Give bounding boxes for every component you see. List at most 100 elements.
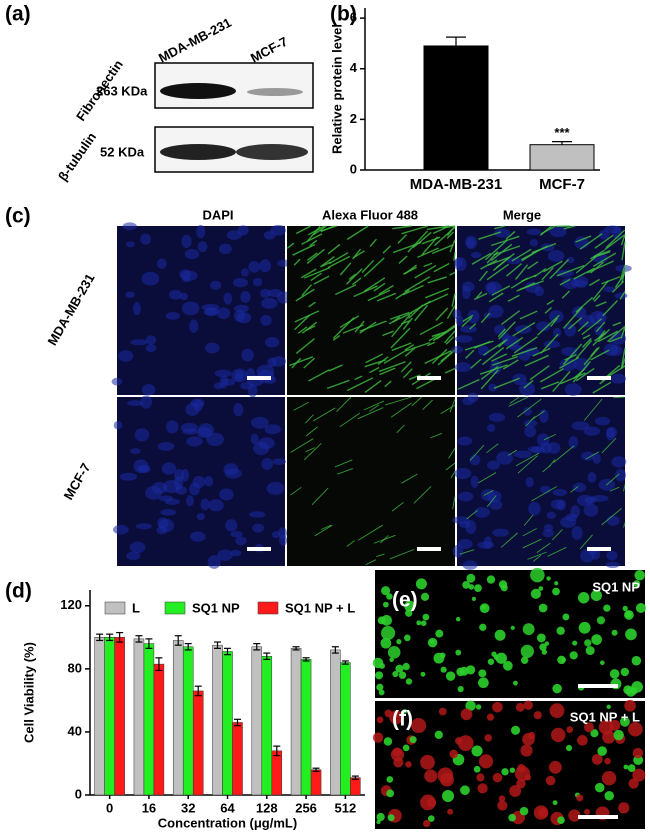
fiber [592,381,612,394]
nucleus [126,400,144,407]
nucleus [240,268,249,277]
cell [633,580,641,588]
fiber [575,235,592,243]
fiber [507,294,520,302]
fiber [512,321,536,337]
bar [192,690,204,796]
bar [261,655,273,796]
fiber [422,399,433,411]
cell [596,616,606,625]
nucleus [610,373,627,384]
cell [378,689,385,696]
cell [479,603,490,614]
fiber [389,311,410,320]
cell [494,629,506,641]
fiber [614,272,626,288]
cell [594,782,605,793]
fiber [601,437,617,454]
nucleus [125,291,135,299]
cell [625,628,637,641]
nucleus [252,277,263,287]
y-tick-label: 4 [350,60,358,75]
bar [271,750,283,796]
fiber [486,495,497,507]
nucleus [247,383,258,398]
bar [143,643,155,796]
fiber [369,404,380,412]
nucleus [576,494,594,507]
nucleus [462,285,471,299]
fiber [466,509,478,520]
fiber [465,349,475,359]
legend-swatch [257,601,279,615]
fiber [575,339,593,359]
fiber [519,310,538,320]
fiber [286,242,295,249]
fiber [295,225,312,235]
cell [460,785,470,796]
cell [566,726,574,733]
cell [375,671,384,680]
fiber [392,225,412,230]
nucleus [165,420,179,434]
fiber [527,551,547,560]
cell [584,639,592,647]
nucleus [175,486,187,495]
cell [557,655,566,665]
fiber [492,257,510,272]
cell [376,812,385,822]
cell [420,794,436,811]
cell [382,601,389,608]
nucleus [230,549,242,557]
cell [478,669,487,678]
fiber [294,314,311,331]
fiber [414,304,429,322]
cell [569,651,578,660]
fiber [328,364,343,372]
cell [411,718,427,734]
fiber [312,407,336,422]
nucleus [156,258,167,269]
nucleus [260,297,278,309]
nucleus [615,468,626,482]
nucleus [207,555,221,569]
fiber [321,524,332,530]
nucleus [264,337,280,348]
fiber [290,486,302,496]
fiber [352,248,362,260]
fiber [305,414,314,424]
nucleus [248,261,261,273]
fiber [539,225,552,237]
fiber [294,310,320,323]
cell [538,807,549,818]
fiber [546,299,555,306]
y-tick-label: 80 [68,660,82,675]
bar [133,638,145,796]
fiber [423,262,433,268]
nucleus [526,228,542,236]
cell [552,587,560,596]
fiber [365,353,384,364]
fiber [395,289,410,300]
fiber [522,538,542,549]
nucleus [451,346,464,354]
cell [546,576,551,581]
cell [631,655,642,666]
fiber [548,459,556,467]
nucleus [240,291,251,303]
nucleus [236,312,252,324]
cell [396,638,402,645]
cell [405,678,413,685]
fiber [486,443,499,454]
nucleus [564,383,582,396]
nucleus [594,416,611,426]
image-title: SQ1 NP [592,579,640,594]
bar [340,662,351,796]
nucleus [513,450,532,459]
nucleus [552,488,568,497]
cell [435,629,444,638]
fiber [339,412,361,428]
fiber [444,330,456,344]
cell [552,683,562,694]
nucleus [252,523,265,533]
